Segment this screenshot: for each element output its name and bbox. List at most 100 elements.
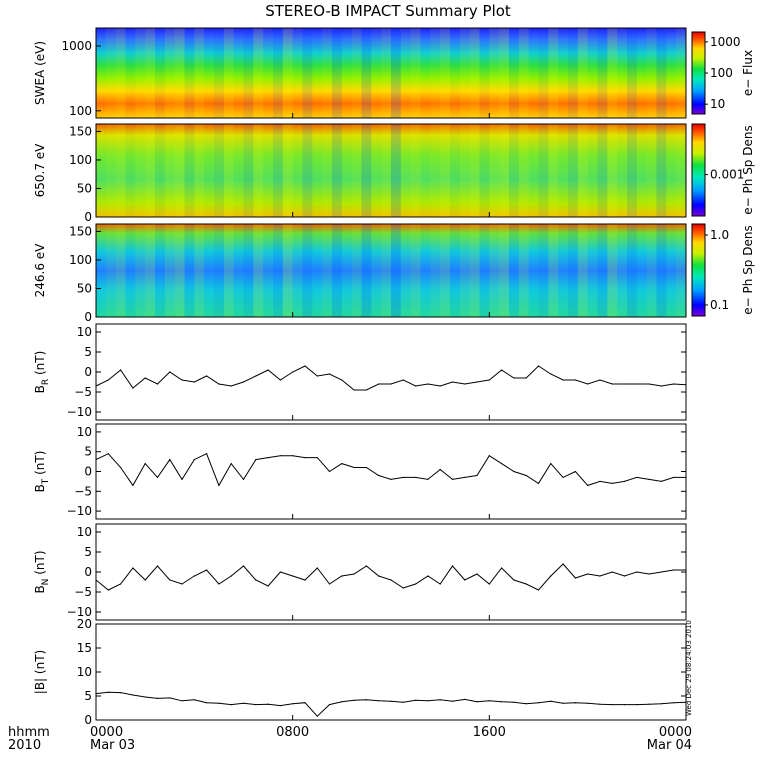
y-tick-label: 10 <box>77 525 92 539</box>
series-point <box>144 377 146 379</box>
series-point <box>169 371 171 373</box>
spectrogram-stripe <box>273 28 283 118</box>
spectrogram-stripe <box>322 124 332 217</box>
series-point <box>242 381 245 383</box>
series-point <box>488 583 490 585</box>
series-point <box>414 583 417 585</box>
panel-7: 20 15 10 5 0 |B| (nT) <box>33 617 687 727</box>
spectrogram-stripe <box>480 28 490 118</box>
series-point <box>292 455 294 457</box>
series-point <box>402 701 404 703</box>
series-point <box>673 476 675 479</box>
spectrogram-stripe <box>588 224 598 317</box>
series-point <box>107 589 109 591</box>
series-point <box>341 462 343 465</box>
spectrogram-stripe <box>607 224 618 317</box>
spectrogram-stripe <box>518 224 529 317</box>
series-point <box>648 573 650 575</box>
spectrogram-stripe <box>184 28 195 118</box>
series-point <box>144 696 146 698</box>
series-point <box>95 693 97 695</box>
series-point <box>537 702 540 704</box>
series-point <box>169 579 171 581</box>
spectrogram-stripe <box>480 124 490 217</box>
y-tick-label: 100 <box>69 104 92 118</box>
series-point <box>206 569 208 571</box>
series-point <box>414 476 417 479</box>
spectrogram-stripe <box>351 124 362 217</box>
spectrogram-stripe <box>155 224 165 317</box>
spectrogram-stripe <box>400 124 411 217</box>
series-point <box>193 459 195 461</box>
spectrogram-stripe <box>312 28 322 118</box>
spectrogram-stripe <box>115 28 126 118</box>
spectrogram-stripe <box>194 224 205 317</box>
spectrogram-stripe <box>253 224 264 317</box>
spectrogram-stripe <box>234 224 244 317</box>
spectrogram-stripe <box>302 224 313 317</box>
spectrogram-stripe <box>391 124 401 217</box>
series-point <box>537 365 540 367</box>
spectrogram-stripe <box>371 124 381 217</box>
spectrogram-stripe <box>381 124 391 217</box>
series-point <box>599 703 601 705</box>
series-point <box>341 379 343 381</box>
series-point <box>242 702 245 704</box>
spectrogram-stripe <box>499 28 509 118</box>
spectrogram-stripe <box>627 28 637 118</box>
series-point <box>464 698 466 700</box>
series-point <box>414 699 417 701</box>
series-point <box>304 702 306 704</box>
spectrogram-stripe <box>666 224 676 317</box>
spectrogram-stripe <box>126 28 136 118</box>
series-point <box>230 385 232 387</box>
spectrogram-stripe <box>351 224 362 317</box>
y-tick-label: 5 <box>84 345 92 359</box>
spectrogram-stripe <box>421 28 431 118</box>
spectrogram-stripe <box>204 28 214 118</box>
series-point <box>636 383 638 385</box>
series-point <box>378 700 380 702</box>
spectrogram-stripe <box>282 124 293 217</box>
spectrogram-stripe <box>440 28 450 118</box>
series-point <box>95 385 97 387</box>
series-point <box>132 484 134 486</box>
spectrogram-stripe <box>538 28 549 118</box>
spectrogram-stripe <box>361 124 372 217</box>
spectrogram-stripe <box>597 124 608 217</box>
spectrogram-stripe <box>430 28 441 118</box>
y-tick-label: −5 <box>74 385 92 399</box>
series-point <box>267 585 269 587</box>
series-point <box>316 375 318 377</box>
series-point <box>402 587 404 589</box>
spectrogram-stripe <box>577 224 588 317</box>
series-point <box>193 381 195 383</box>
spectrogram-stripe <box>194 124 205 217</box>
spectrogram-stripe <box>204 124 214 217</box>
panel-6: 10 5 0 −5 −10 BN (nT) <box>33 523 687 621</box>
series-point <box>513 579 515 581</box>
series-point <box>648 478 650 481</box>
series-point <box>279 379 281 381</box>
spectrogram-stripe <box>214 28 224 118</box>
series-point <box>464 579 466 581</box>
series-point <box>427 383 429 385</box>
y-axis-label: BN (nT) <box>33 550 51 593</box>
spectrogram-stripe <box>322 224 332 317</box>
spectrogram-stripe <box>391 28 401 118</box>
spectrogram-stripe <box>263 124 273 217</box>
colorbar-tick-label: 1000 <box>710 35 741 49</box>
series-point <box>316 715 318 717</box>
series-point <box>476 573 478 575</box>
series-point <box>513 701 515 703</box>
y-tick-label: −10 <box>67 504 92 518</box>
series-point <box>673 569 675 571</box>
series-point <box>255 579 257 581</box>
spectrogram-stripe <box>646 28 657 118</box>
series-point <box>255 375 257 377</box>
series-point <box>427 700 429 702</box>
series-point <box>304 457 306 459</box>
series-point <box>95 579 97 581</box>
series-point <box>673 702 675 704</box>
